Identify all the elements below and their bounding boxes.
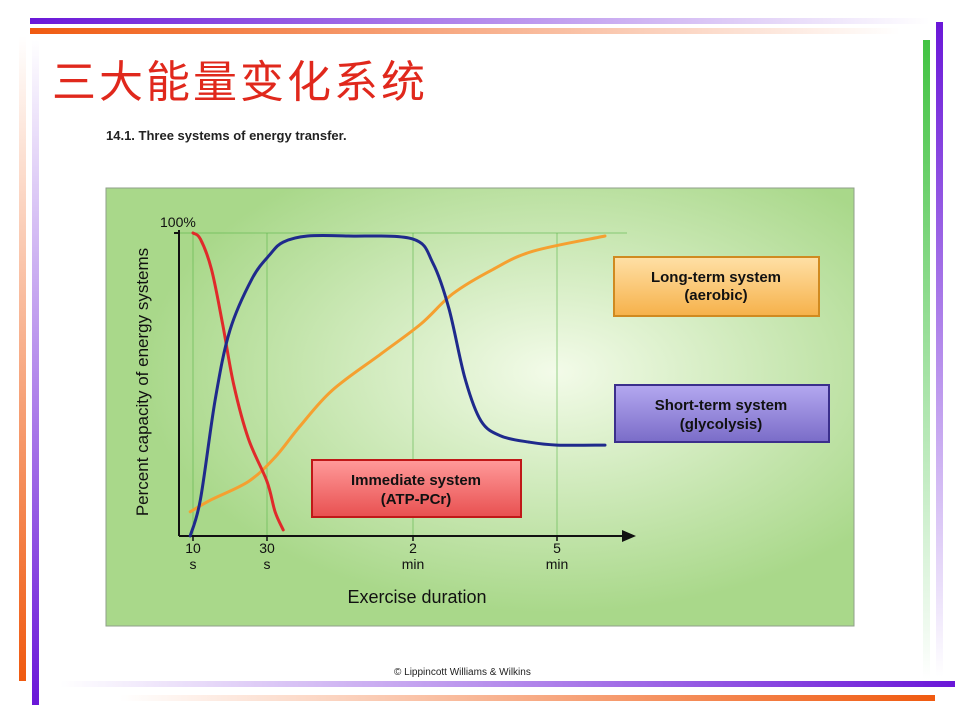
label-short-term: Short-term system (glycolysis) <box>614 384 830 443</box>
label-short-term-line1: Short-term system <box>655 397 788 414</box>
left-purple-stripe <box>32 40 39 705</box>
x-tick-unit-10: s <box>190 556 197 572</box>
figure-caption: 14.1. Three systems of energy transfer. <box>106 128 347 143</box>
y-tick-label-100: 100% <box>160 214 196 230</box>
series-lines <box>188 231 607 538</box>
x-axis-arrow <box>622 530 636 542</box>
series-line-immediate <box>191 231 285 532</box>
copyright-notice: © Lippincott Williams & Wilkins <box>394 667 531 678</box>
series-line-short-term <box>188 233 607 538</box>
right-green-stripe <box>923 40 930 680</box>
x-tick-unit-5: min <box>546 556 569 572</box>
label-long-term-box <box>613 256 820 317</box>
slide-title: 三大能量变化系统 <box>52 57 428 108</box>
left-red-stripe <box>19 36 26 681</box>
label-long-term-line1: Long-term system <box>651 269 781 286</box>
label-immediate-box <box>311 459 522 518</box>
label-immediate: Immediate system (ATP-PCr) <box>311 459 522 518</box>
right-purple-stripe <box>936 22 943 677</box>
x-tick-unit-2: min <box>402 556 425 572</box>
x-tick-label-2: 2 <box>409 540 417 556</box>
label-long-term: Long-term system (aerobic) <box>613 256 820 317</box>
label-long-term-line2: (aerobic) <box>684 287 747 304</box>
label-immediate-line2: (ATP-PCr) <box>381 491 452 508</box>
label-immediate-line1: Immediate system <box>351 472 481 489</box>
top-purple-stripe <box>30 18 930 24</box>
bottom-purple-stripe <box>60 681 955 687</box>
x-tick-label-5: 5 <box>553 540 561 556</box>
axes <box>174 230 636 542</box>
series-line-long-term <box>188 234 607 514</box>
bottom-red-stripe <box>120 695 935 701</box>
x-axis-label: Exercise duration <box>347 587 486 607</box>
x-tick-unit-30: s <box>264 556 271 572</box>
label-short-term-box <box>614 384 830 443</box>
x-tick-label-30: 30 <box>259 540 275 556</box>
top-red-stripe <box>30 28 900 34</box>
label-short-term-line2: (glycolysis) <box>680 416 763 433</box>
y-axis-label: Percent capacity of energy systems <box>133 248 152 516</box>
x-tick-label-10: 10 <box>185 540 201 556</box>
